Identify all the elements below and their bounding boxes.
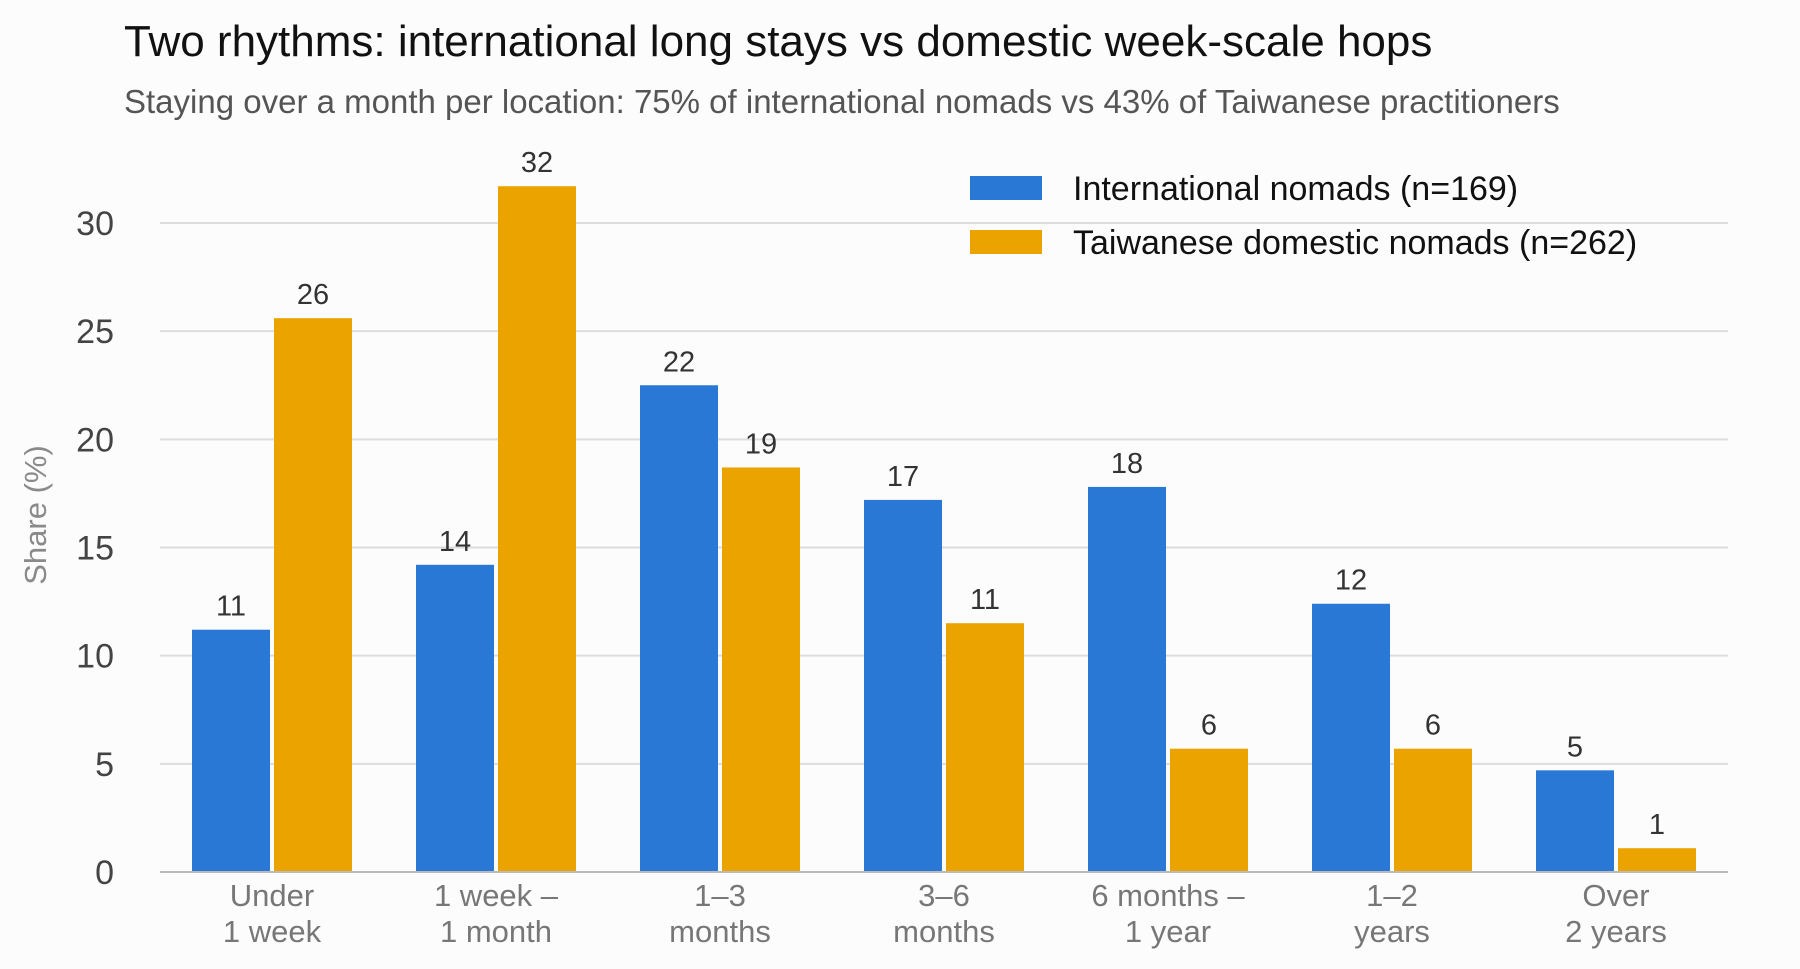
data-labels: 11 26 14 32 22 19 17 11 18 6 12 6 5 1 bbox=[216, 147, 1665, 841]
x-tick-label: 1 year bbox=[1125, 914, 1211, 949]
bar-international bbox=[1536, 770, 1614, 872]
x-tick-label: 1 month bbox=[440, 914, 552, 949]
bar-taiwanese bbox=[1170, 748, 1248, 872]
x-tick-label: 6 months – bbox=[1091, 878, 1245, 913]
bar-taiwanese bbox=[274, 318, 352, 873]
legend-swatch bbox=[970, 230, 1042, 254]
data-label: 11 bbox=[970, 584, 1000, 616]
data-label: 17 bbox=[887, 461, 919, 493]
y-tick-label: 15 bbox=[76, 530, 114, 568]
x-tick-label: 1 week bbox=[223, 914, 322, 949]
x-tick-label: Over bbox=[1582, 878, 1649, 913]
bar-taiwanese bbox=[1394, 748, 1472, 872]
data-label: 26 bbox=[297, 279, 329, 311]
x-tick-label: 1 week – bbox=[434, 878, 559, 913]
bar-international bbox=[640, 385, 718, 872]
legend-swatch bbox=[970, 176, 1042, 200]
data-label: 22 bbox=[663, 346, 695, 378]
bar-international bbox=[192, 629, 270, 872]
bar-taiwanese bbox=[498, 186, 576, 872]
data-label: 6 bbox=[1425, 710, 1441, 742]
data-label: 32 bbox=[521, 147, 553, 179]
y-tick-label: 20 bbox=[76, 421, 114, 459]
data-label: 14 bbox=[439, 526, 471, 558]
chart-title: Two rhythms: international long stays vs… bbox=[124, 17, 1432, 66]
data-label: 6 bbox=[1201, 710, 1217, 742]
x-tick-label: 2 years bbox=[1565, 914, 1667, 949]
x-tick-label: 3–6 bbox=[918, 878, 970, 913]
bar-international bbox=[864, 499, 942, 872]
bars bbox=[192, 186, 1696, 873]
data-label: 18 bbox=[1111, 448, 1143, 480]
y-tick-label: 5 bbox=[95, 746, 114, 784]
y-tick-label: 0 bbox=[95, 854, 114, 892]
y-tick-label: 25 bbox=[76, 313, 114, 351]
data-label: 1 bbox=[1649, 809, 1665, 841]
data-label: 12 bbox=[1335, 565, 1367, 597]
y-tick-label: 30 bbox=[76, 205, 114, 243]
x-tick-label: 1–3 bbox=[694, 878, 746, 913]
bar-international bbox=[1088, 486, 1166, 872]
bar-international bbox=[1312, 603, 1390, 872]
x-tick-label: 1–2 bbox=[1366, 878, 1418, 913]
bar-international bbox=[416, 564, 494, 872]
data-label: 19 bbox=[745, 428, 777, 460]
data-label: 11 bbox=[216, 591, 246, 623]
x-tick-label: months bbox=[893, 914, 995, 949]
legend-label: International nomads (n=169) bbox=[1073, 170, 1518, 208]
data-label: 5 bbox=[1567, 731, 1583, 763]
y-axis-label: Share (%) bbox=[18, 445, 53, 585]
x-tick-label: months bbox=[669, 914, 771, 949]
y-tick-label: 10 bbox=[76, 638, 114, 676]
legend: International nomads (n=169) Taiwanese do… bbox=[970, 170, 1637, 262]
legend-label: Taiwanese domestic nomads (n=262) bbox=[1073, 224, 1637, 262]
x-tick-label: years bbox=[1354, 914, 1430, 949]
bar-taiwanese bbox=[946, 623, 1024, 872]
bar-taiwanese bbox=[1618, 848, 1696, 872]
bar-taiwanese bbox=[722, 467, 800, 872]
x-tick-label: Under bbox=[230, 878, 314, 913]
chart-subtitle: Staying over a month per location: 75% o… bbox=[124, 83, 1560, 120]
